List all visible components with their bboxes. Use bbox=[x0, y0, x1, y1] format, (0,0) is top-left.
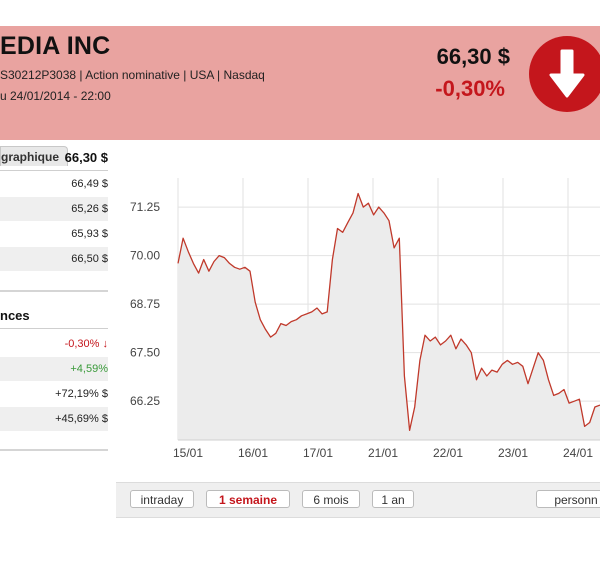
period-button-1-semaine[interactable]: 1 semaine bbox=[206, 490, 290, 508]
tab-graphique[interactable]: graphique bbox=[0, 146, 68, 166]
x-tick-label: 15/01 bbox=[173, 446, 203, 460]
divider bbox=[0, 328, 108, 329]
period-selector: intraday 1 semaine 6 mois 1 an personn bbox=[116, 482, 600, 518]
quote-header: EDIA INC S30212P3038 | Action nominative… bbox=[0, 26, 600, 166]
y-tick-label: 71.25 bbox=[130, 200, 160, 214]
divider bbox=[0, 290, 108, 292]
period-button-intraday[interactable]: intraday bbox=[130, 490, 194, 508]
x-tick-label: 24/01 bbox=[563, 446, 593, 460]
x-tick-label: 21/01 bbox=[368, 446, 398, 460]
quote-row: 66,49 $ bbox=[71, 178, 108, 190]
y-tick-label: 67.50 bbox=[130, 346, 160, 360]
period-button-personnalise[interactable]: personn bbox=[536, 490, 600, 508]
performance-row: +4,59% bbox=[0, 357, 108, 381]
trend-badge bbox=[529, 36, 600, 112]
price-chart-svg: 15/01 16/01 17/01 21/01 22/01 23/01 24/01 71.25… bbox=[130, 178, 600, 460]
quote-row: 65,93 $ bbox=[71, 228, 108, 240]
quote-row: 65,26 $ bbox=[0, 197, 108, 221]
x-tick-label: 17/01 bbox=[303, 446, 333, 460]
performance-row: +72,19% $ bbox=[0, 382, 108, 406]
performance-value: +45,69% $ bbox=[55, 413, 108, 425]
performance-row: +45,69% $ bbox=[0, 407, 108, 431]
divider bbox=[0, 170, 108, 171]
quote-date: u 24/01/2014 - 22:00 bbox=[0, 89, 111, 103]
period-button-1-an[interactable]: 1 an bbox=[372, 490, 414, 508]
divider bbox=[0, 449, 108, 451]
security-identity: S30212P3038 | Action nominative | USA | … bbox=[0, 68, 265, 82]
y-tick-label: 70.00 bbox=[130, 249, 160, 263]
performance-value: +4,59% bbox=[70, 363, 108, 375]
performance-value: -0,30% bbox=[64, 338, 100, 350]
period-button-6-mois[interactable]: 6 mois bbox=[302, 490, 360, 508]
price-change: -0,30% bbox=[435, 76, 505, 101]
quote-last-price: 66,30 $ bbox=[64, 150, 108, 165]
y-tick-label: 66.25 bbox=[130, 394, 160, 408]
x-tick-label: 23/01 bbox=[498, 446, 528, 460]
x-tick-label: 16/01 bbox=[238, 446, 268, 460]
performance-title: nces bbox=[0, 308, 30, 323]
y-tick-label: 68.75 bbox=[130, 297, 160, 311]
company-name: EDIA INC bbox=[0, 32, 111, 60]
price-line bbox=[177, 192, 600, 431]
quote-row: 66,50 $ bbox=[0, 247, 108, 271]
performance-value: +72,19% $ bbox=[55, 388, 108, 400]
arrow-down-icon bbox=[549, 49, 585, 98]
price-area bbox=[178, 193, 600, 440]
x-tick-label: 22/01 bbox=[433, 446, 463, 460]
performance-row: -0,30% ↓ bbox=[0, 332, 108, 356]
arrow-down-icon: ↓ bbox=[102, 338, 109, 350]
last-price: 66,30 $ bbox=[436, 44, 510, 69]
price-chart: 15/01 16/01 17/01 21/01 22/01 23/01 24/01 71.25… bbox=[116, 150, 600, 475]
